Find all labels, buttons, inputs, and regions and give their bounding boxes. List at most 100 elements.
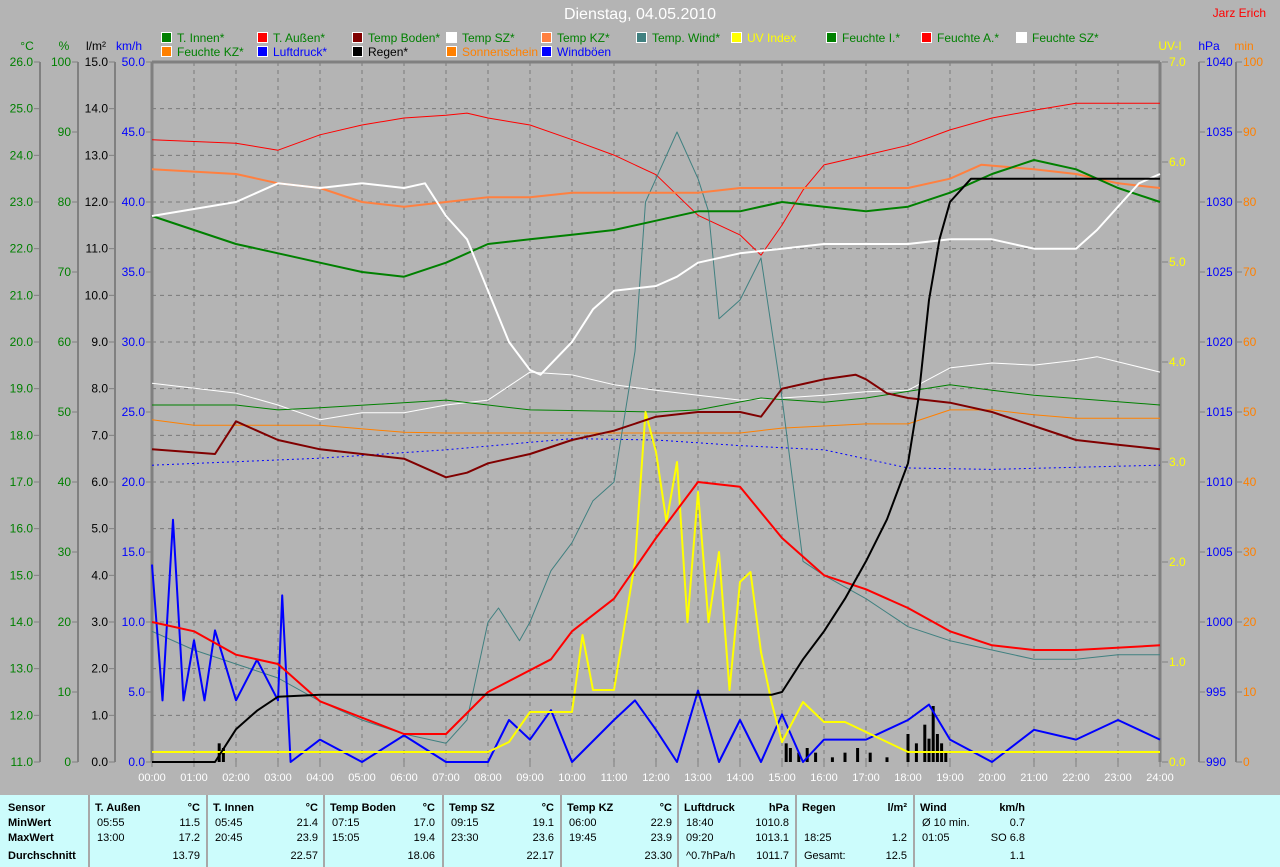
- legend-label: Regen*: [368, 45, 409, 59]
- axis-tick-label: 35.0: [122, 265, 146, 279]
- row-label: MinWert: [8, 817, 52, 829]
- axis-tick-label: 14.0: [10, 615, 34, 629]
- max-value: SO 6.8: [990, 832, 1025, 844]
- axis-tick-label: 6.0: [91, 475, 108, 489]
- rain-bar: [221, 748, 225, 762]
- max-value: 23.6: [532, 832, 554, 844]
- x-axis-tick-label: 11:00: [601, 772, 628, 784]
- legend-item: Regen*: [352, 45, 408, 59]
- axis-tick-label: 50: [1243, 405, 1257, 419]
- column-unit: °C: [422, 802, 435, 814]
- rain-bar: [868, 752, 872, 762]
- max-time: 09:20: [686, 832, 714, 844]
- column-unit: l/m²: [887, 802, 907, 814]
- column-separator: [560, 795, 562, 867]
- author-label: Jarz Erich: [1212, 6, 1266, 20]
- legend-swatch: [1016, 32, 1027, 43]
- x-axis-tick-label: 18:00: [894, 772, 922, 784]
- axis-tick-label: 20: [1243, 615, 1257, 629]
- axis-title-rain: l/m²: [86, 39, 106, 53]
- axis-tick-label: 15.0: [122, 545, 146, 559]
- axis-tick-label: 1.0: [91, 708, 108, 722]
- axis-tick-label: 70: [1243, 265, 1257, 279]
- axis-tick-label: 19.0: [10, 382, 34, 396]
- axis-tick-label: 5.0: [1169, 255, 1186, 269]
- column-header: Temp KZ: [567, 802, 614, 814]
- legend-item: Temp. Wind*: [636, 31, 720, 45]
- rain-bar: [935, 734, 939, 762]
- axis-tick-label: 12.0: [85, 195, 109, 209]
- axis-tick-label: 100: [51, 55, 71, 69]
- axis-tick-label: 12.0: [10, 708, 34, 722]
- axis-tick-label: 1010: [1206, 475, 1233, 489]
- axis-tick-label: 23.0: [10, 195, 34, 209]
- max-value: 23.9: [296, 832, 318, 844]
- column-separator: [677, 795, 679, 867]
- max-time: 18:25: [804, 832, 832, 844]
- legend-label: Feuchte SZ*: [1032, 31, 1099, 45]
- axis-tick-label: 26.0: [10, 55, 34, 69]
- x-axis-tick-label: 02:00: [222, 772, 250, 784]
- column-separator: [913, 795, 915, 867]
- legend-item: T. Innen*: [161, 31, 224, 45]
- max-time: 01:05: [922, 832, 950, 844]
- axis-tick-label: 10.0: [85, 288, 109, 302]
- legend-swatch: [352, 32, 363, 43]
- legend-label: Temp SZ*: [462, 31, 515, 45]
- min-value: 21.4: [296, 817, 318, 829]
- min-time: 09:15: [451, 817, 479, 829]
- min-value: 11.5: [179, 817, 200, 829]
- axis-tick-label: 1040: [1206, 55, 1233, 69]
- axis-tick-label: 80: [1243, 195, 1257, 209]
- axis-tick-label: 60: [1243, 335, 1257, 349]
- x-axis-tick-label: 03:00: [264, 772, 292, 784]
- axis-tick-label: 1035: [1206, 125, 1233, 139]
- axis-tick-label: 0: [1243, 755, 1250, 769]
- legend-label: Feuchte A.*: [937, 31, 1000, 45]
- min-time: 07:15: [332, 817, 360, 829]
- column-unit: °C: [305, 802, 318, 814]
- legend-swatch: [446, 46, 457, 57]
- axis-tick-label: 11.0: [86, 242, 109, 256]
- rain-bar: [843, 752, 847, 762]
- x-axis-tick-label: 06:00: [390, 772, 418, 784]
- average-value: 1.1: [1009, 850, 1025, 862]
- rain-bar: [906, 734, 910, 762]
- x-axis-tick-label: 22:00: [1062, 772, 1090, 784]
- axis-tick-label: 40: [1243, 475, 1257, 489]
- series-line-luftdruck: [151, 438, 1161, 470]
- legend-label: Temp. Wind*: [652, 31, 721, 45]
- legend-label: Luftdruck*: [273, 45, 328, 59]
- min-time: 06:00: [569, 817, 597, 829]
- axis-tick-label: 1005: [1206, 545, 1233, 559]
- axis-tick-label: 0.0: [91, 755, 108, 769]
- legend-label: Windböen: [557, 45, 612, 59]
- column-unit: °C: [541, 802, 554, 814]
- statistics-table: Sensor MinWert MaxWert Durchschnitt T. Außen…: [0, 795, 1280, 867]
- max-value: 19.4: [413, 832, 435, 844]
- legend-item: Feuchte KZ*: [161, 45, 244, 59]
- axis-tick-label: 5.0: [91, 522, 108, 536]
- legend-swatch: [446, 32, 457, 43]
- rain-bar: [784, 743, 788, 762]
- axis-tick-label: 0.0: [128, 755, 145, 769]
- legend-item: UV Index: [731, 31, 796, 45]
- axis-tick-label: 0.0: [1169, 755, 1186, 769]
- axis-tick-label: 90: [58, 125, 72, 139]
- series-line-t-au-en: [151, 481, 1161, 735]
- average-value: 22.57: [290, 850, 318, 862]
- axis-tick-label: 14.0: [85, 102, 109, 116]
- column-separator: [323, 795, 325, 867]
- axis-tick-label: 4.0: [1169, 355, 1186, 369]
- column-separator: [88, 795, 90, 867]
- average-value: 1011.7: [756, 850, 789, 862]
- axis-tick-label: 70: [58, 265, 72, 279]
- axis-tick-label: 100: [1243, 55, 1263, 69]
- x-axis-tick-label: 12:00: [642, 772, 670, 784]
- axis-tick-label: 1030: [1206, 195, 1233, 209]
- column-separator: [795, 795, 797, 867]
- x-axis-tick-label: 16:00: [810, 772, 838, 784]
- series-line-uv-index: [152, 411, 1160, 753]
- axis-tick-label: 1020: [1206, 335, 1233, 349]
- legend-label: Feuchte KZ*: [177, 45, 244, 59]
